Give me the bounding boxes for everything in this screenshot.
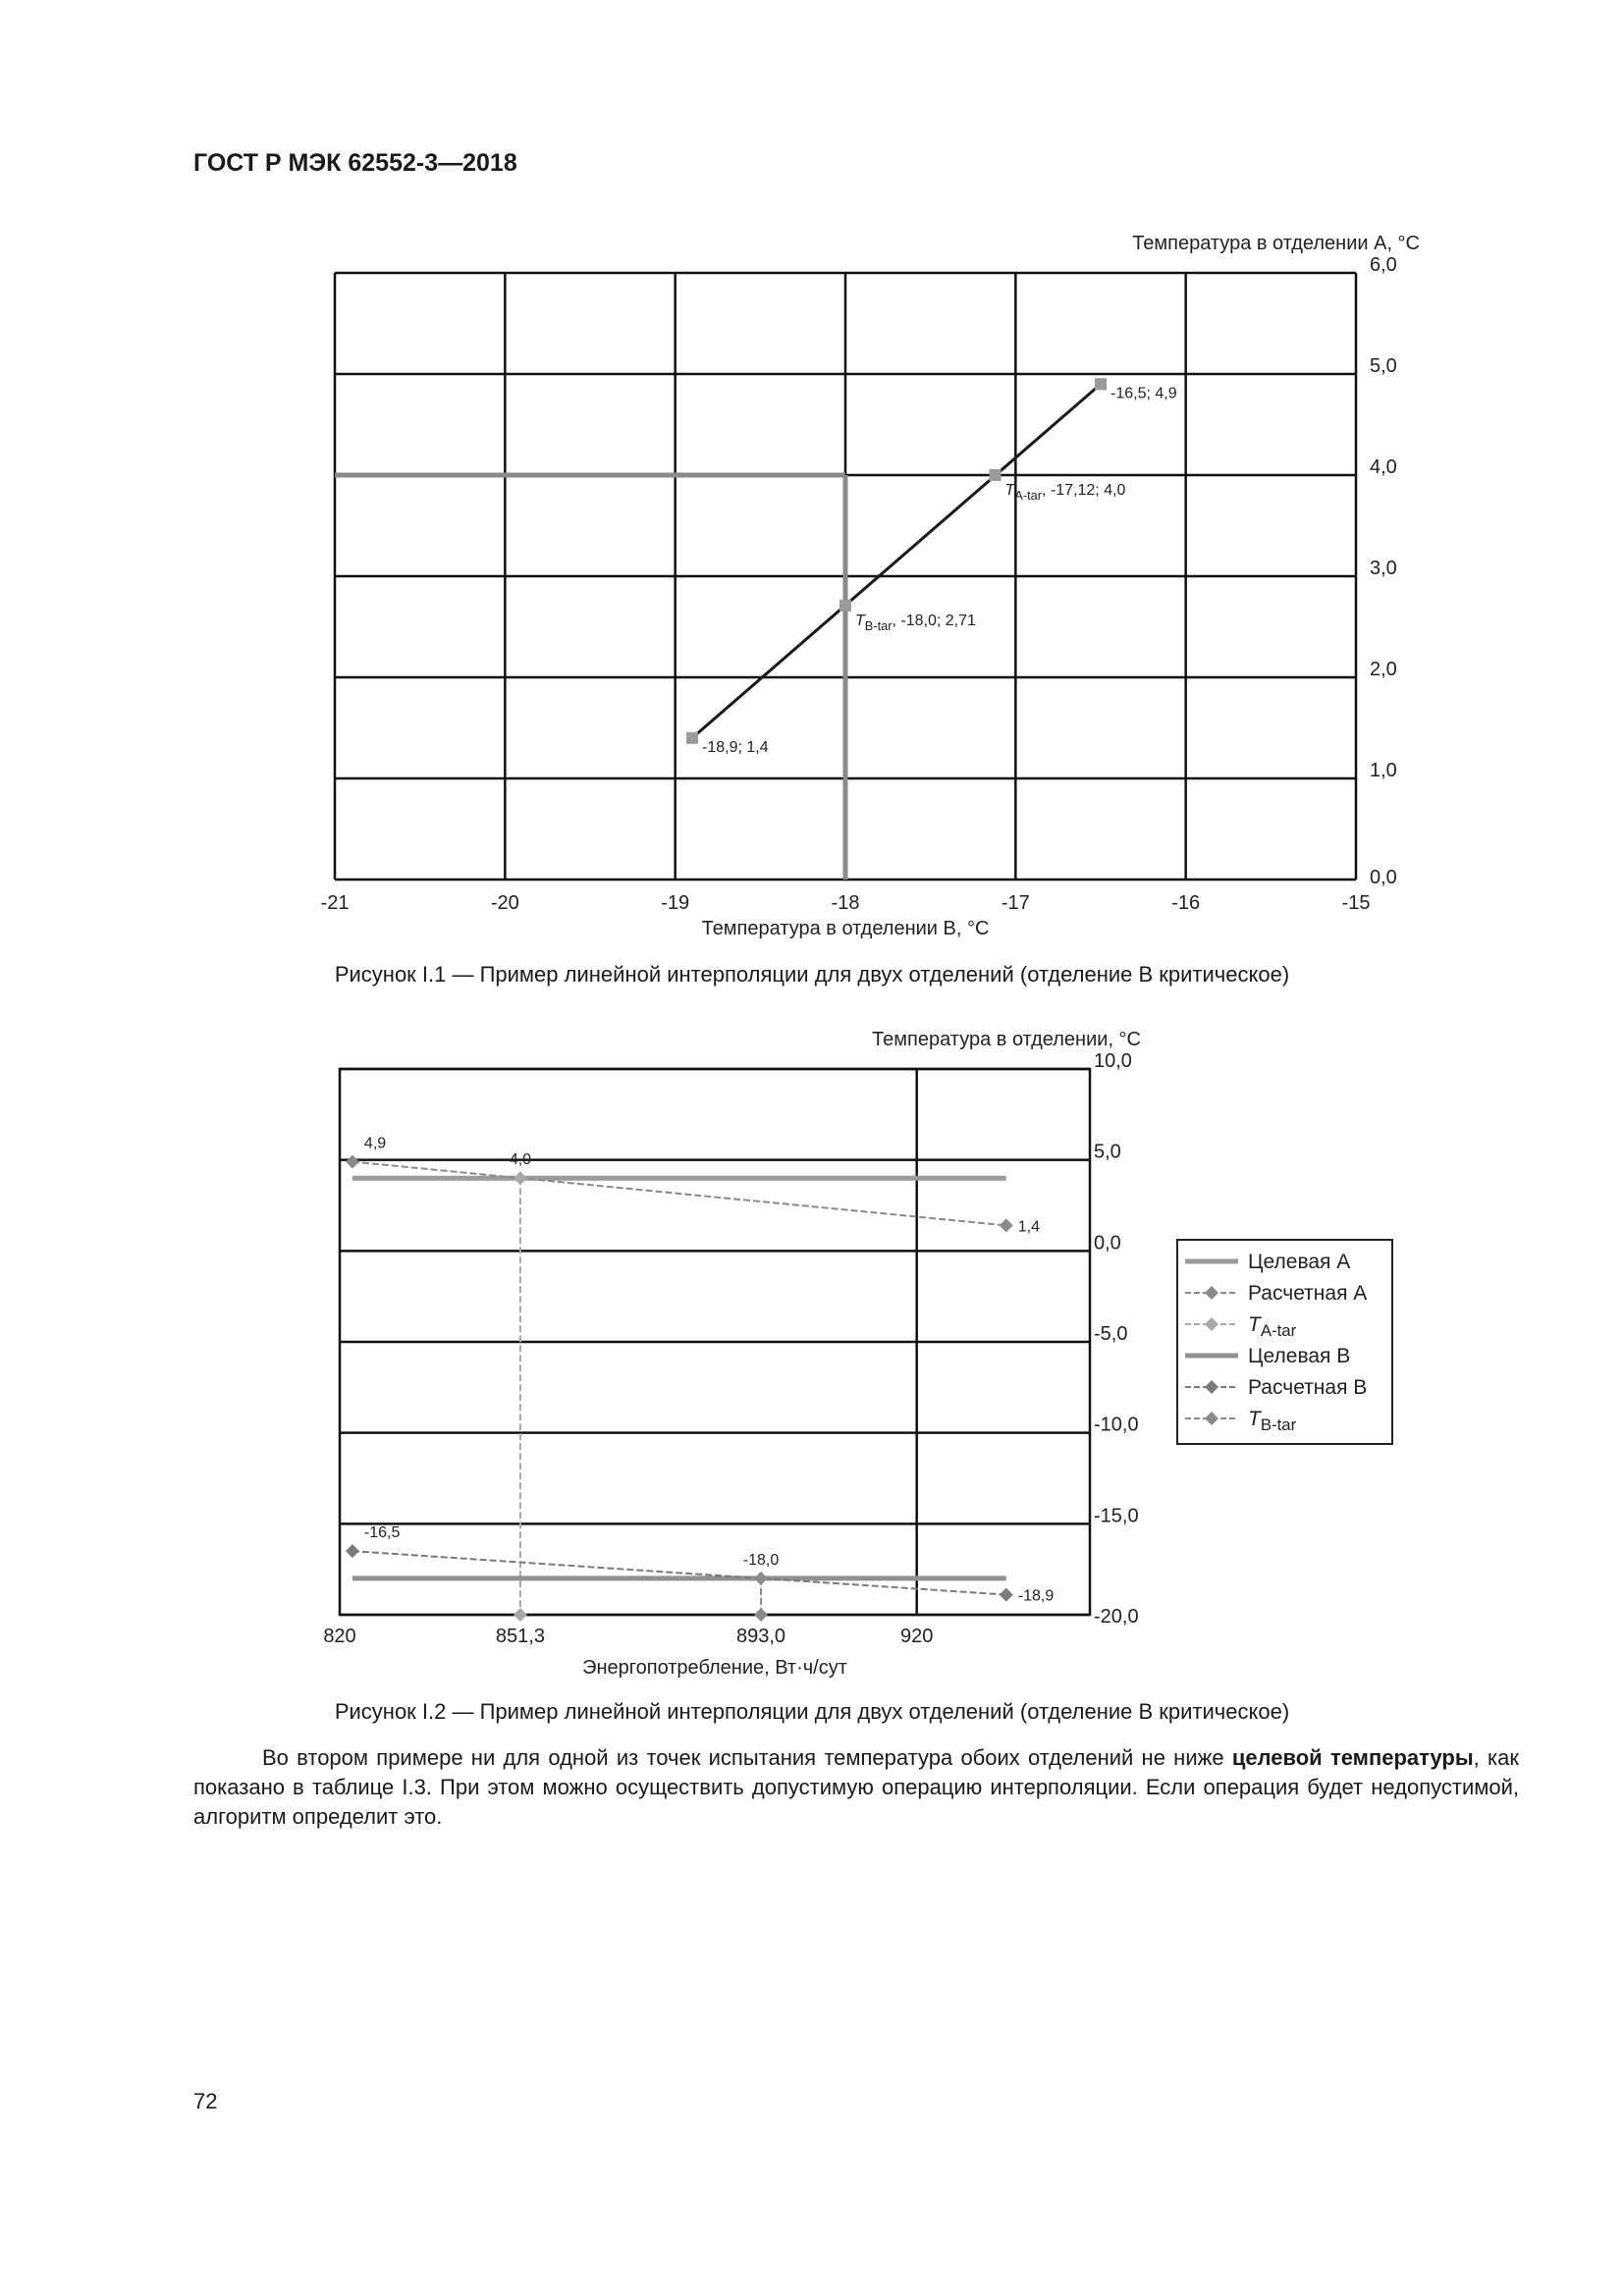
data-point-marker: [839, 599, 851, 612]
x-tick-label: 820: [323, 1626, 355, 1647]
series-marker: [345, 1544, 359, 1559]
y-tick-label: -10,0: [1094, 1415, 1139, 1436]
y-tick-label: 6,0: [1370, 254, 1397, 276]
series-marker: [513, 1608, 527, 1622]
series-line-4: [352, 1550, 1006, 1596]
x-tick-label: 893,0: [736, 1626, 785, 1647]
data-point-label: -18,0: [743, 1552, 780, 1569]
legend-label: Целевая A: [1248, 1251, 1350, 1273]
x-axis-title: Энергопотребление, Вт·ч/сут: [582, 1657, 847, 1679]
y-tick-label: 0,0: [1370, 867, 1397, 888]
x-tick-label: -19: [661, 892, 689, 914]
data-point-label: 1,4: [1018, 1218, 1040, 1235]
y-axis-title: Температура в отделении, °С: [872, 1029, 1141, 1050]
interpolation-line: [691, 383, 1102, 739]
data-point-label: 4,9: [364, 1136, 386, 1152]
document-header: ГОСТ Р МЭК 62552-3—2018: [193, 149, 517, 177]
data-point-label: TB-tar, -18,0; 2,71: [855, 613, 976, 633]
figure-2-caption: Рисунок I.2 — Пример линейной интерполяц…: [334, 1699, 1290, 1724]
y-tick-label: 4,0: [1370, 456, 1397, 478]
x-tick-label: -16: [1171, 892, 1200, 914]
x-tick-label: -21: [321, 892, 350, 914]
legend-marker: [1205, 1380, 1218, 1394]
data-point-label: TA-tar, -17,12; 4,0: [1005, 482, 1126, 503]
series-marker: [999, 1218, 1013, 1233]
y-tick-label: -5,0: [1094, 1323, 1127, 1345]
x-tick-label: 851,3: [496, 1626, 545, 1647]
series-marker: [754, 1608, 769, 1622]
x-tick-label: -17: [1001, 892, 1030, 914]
series-line-1: [352, 1160, 1006, 1227]
figure-1-chart: -21 -20 -19 -18 -17 -16 -15 0,0 1,0 2,0 3,0 4,0 5,0 6…: [321, 233, 1420, 939]
x-tick-label: -20: [491, 892, 519, 914]
series-marker: [999, 1587, 1013, 1602]
legend-marker: [1205, 1317, 1218, 1331]
legend-label: TB-tar: [1248, 1408, 1297, 1434]
data-point-label: -16,5: [364, 1524, 401, 1541]
y-tick-label: 2,0: [1370, 659, 1397, 680]
series-marker: [754, 1571, 769, 1585]
y-axis-title: Температура в отделении А, °С: [1132, 233, 1420, 254]
legend-box: [1176, 1239, 1393, 1445]
legend-label: Целевая B: [1248, 1345, 1350, 1367]
y-tick-label: -15,0: [1094, 1505, 1139, 1526]
legend-label: Расчетная A: [1248, 1282, 1367, 1305]
page-number: 72: [193, 2089, 218, 2113]
series-marker: [513, 1171, 527, 1186]
legend-marker: [1205, 1412, 1218, 1425]
paragraph-text: Во втором примере ни для одной из точек …: [262, 1745, 1232, 1770]
figure-1-caption: Рисунок I.1 — Пример линейной интерполяц…: [334, 962, 1290, 987]
data-point-label: -18,9: [1018, 1588, 1055, 1605]
legend-label: TA-tar: [1248, 1313, 1297, 1340]
data-point-marker: [989, 469, 1001, 481]
x-tick-label: 920: [900, 1626, 933, 1647]
legend-label: Расчетная B: [1248, 1376, 1367, 1399]
y-tick-label: -20,0: [1094, 1606, 1139, 1628]
x-tick-label: -15: [1342, 892, 1371, 914]
paragraph-bold-term: целевой температуры: [1231, 1745, 1474, 1770]
y-tick-label: 3,0: [1370, 558, 1397, 579]
y-tick-label: 1,0: [1370, 760, 1397, 781]
data-point-label: -18,9; 1,4: [702, 739, 769, 756]
x-axis-title: Температура в отделении В, °С: [702, 918, 990, 939]
data-point-label: -16,5; 4,9: [1110, 385, 1177, 401]
body-paragraph: Во втором примере ни для одной из точек …: [193, 1743, 1519, 1832]
data-point-marker: [1095, 378, 1107, 391]
paragraph-text: , как показано в таблице I.3. При этом м…: [193, 1745, 1519, 1829]
figure-2-chart: 10,0 5,0 0,0 -5,0 -10,0 -15,0 -20,0 820 851,3 893…: [323, 1029, 1393, 1679]
legend-marker: [1205, 1286, 1218, 1300]
series-marker: [345, 1154, 359, 1169]
y-tick-label: 0,0: [1094, 1232, 1121, 1254]
y-tick-label: 5,0: [1370, 355, 1397, 377]
y-tick-label: 5,0: [1094, 1142, 1121, 1163]
y-tick-label: 10,0: [1094, 1050, 1132, 1072]
data-point-label: 4,0: [510, 1151, 531, 1168]
data-point-marker: [686, 731, 698, 744]
x-tick-label: -18: [832, 892, 860, 914]
